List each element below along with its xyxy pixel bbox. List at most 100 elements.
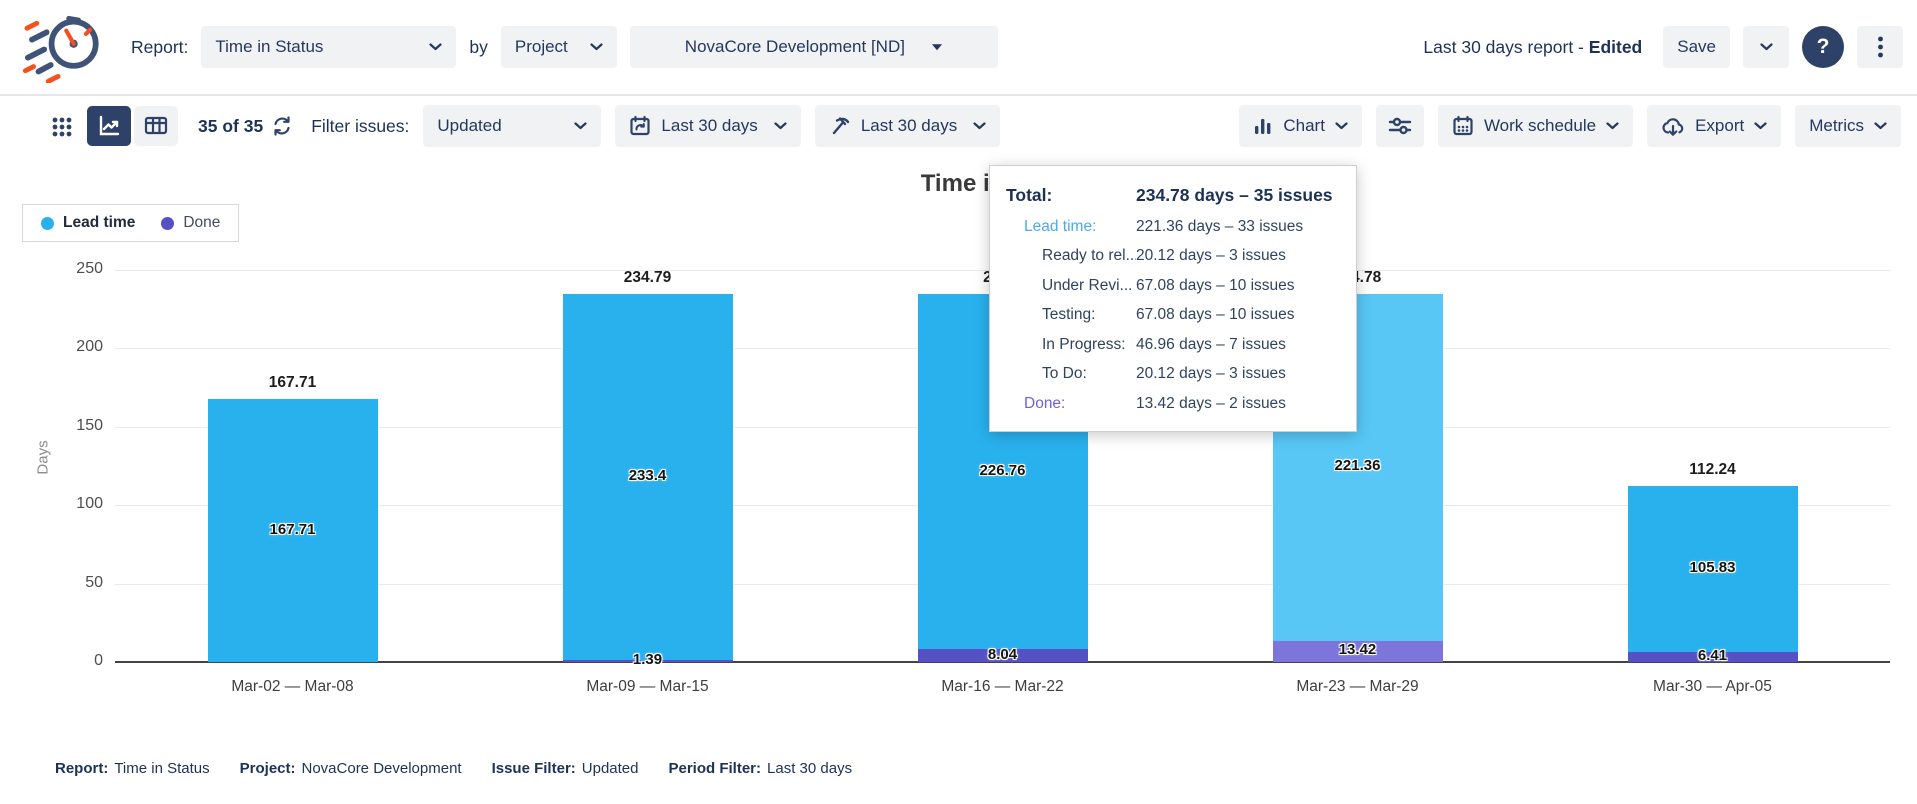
tooltip-row: Total: 234.78 days – 35 issues: [1006, 178, 1340, 212]
kebab-icon: [1877, 36, 1883, 58]
view-board-button[interactable]: [134, 106, 178, 146]
bar-chart-icon: [1253, 116, 1273, 136]
tooltip-row-value: 46.96 days – 7 issues: [1136, 335, 1286, 353]
tooltip-row: Lead time: 221.36 days – 33 issues: [1006, 212, 1340, 242]
y-tick-label: 100: [76, 495, 103, 513]
bar-segment-label: 13.42: [1338, 641, 1377, 659]
line-chart-icon: [97, 114, 121, 138]
chart-legend: Lead time Done: [22, 204, 240, 242]
report-label: Report:: [131, 36, 189, 57]
cloud-download-icon: [1661, 116, 1685, 136]
sliders-icon: [1388, 115, 1412, 137]
bar-total-label: 112.24: [1689, 461, 1736, 478]
chevron-down-icon: [574, 122, 588, 130]
tooltip-row: Ready to rel... 20.12 days – 3 issues: [1006, 242, 1340, 272]
bar-segment-done[interactable]: [562, 659, 733, 662]
x-axis-label: Mar-02 — Mar-08: [231, 678, 354, 695]
y-tick-label: 0: [94, 652, 103, 669]
chevron-down-icon: [429, 43, 442, 51]
toolbar: 35 of 35 Filter issues: Updated Last 30 …: [0, 96, 1917, 154]
bar-segment-label: 8.04: [987, 645, 1018, 663]
chevron-down-icon: [1754, 122, 1767, 130]
tooltip-row: To Do: 20.12 days – 3 issues: [1006, 360, 1340, 390]
help-button[interactable]: ?: [1802, 26, 1844, 68]
bar-segment-label: 1.39: [632, 650, 663, 668]
time-filter-select[interactable]: Last 30 days: [814, 105, 1001, 147]
tooltip-row-label: Done:: [1024, 394, 1066, 412]
report-name: Last 30 days report - Edited: [1423, 36, 1643, 57]
bar-segment-label: 226.76: [979, 461, 1026, 479]
app-logo: [22, 11, 104, 83]
bar-segment-label: 233.4: [628, 466, 667, 484]
bar-segment-lead-time[interactable]: [207, 399, 378, 662]
save-options-button[interactable]: [1743, 26, 1789, 68]
tooltip-row-label: Lead time:: [1024, 217, 1097, 235]
metrics-select[interactable]: Metrics: [1795, 105, 1901, 147]
tooltip-row-label: Testing:: [1042, 306, 1096, 324]
bar-segment-lead-time[interactable]: [562, 293, 733, 660]
refresh-button[interactable]: [271, 115, 293, 137]
calendar-refresh-icon: [629, 115, 651, 137]
view-chart-button[interactable]: [87, 106, 131, 146]
bar-segment-label: 221.36: [1334, 457, 1381, 475]
more-options-button[interactable]: [1857, 26, 1903, 68]
bar-segment-done[interactable]: [1272, 640, 1443, 662]
bar-segment-done[interactable]: [1627, 651, 1798, 662]
tooltip-row-value: 20.12 days – 3 issues: [1136, 365, 1286, 383]
chart-tooltip: Total: 234.78 days – 35 issues Lead time: 2…: [989, 165, 1357, 432]
bar-segment-lead-time[interactable]: [1627, 486, 1798, 652]
chevron-down-icon: [774, 122, 787, 130]
board-icon: [143, 114, 169, 138]
footer-issue-filter: Issue Filter: Updated: [491, 760, 639, 777]
save-button[interactable]: Save: [1663, 26, 1730, 68]
chart-type-select[interactable]: Chart: [1239, 105, 1362, 147]
legend-item-lead-time[interactable]: Lead time: [41, 214, 135, 232]
project-select[interactable]: NovaCore Development [ND]: [629, 26, 998, 68]
period-filter-select[interactable]: Last 30 days: [615, 105, 801, 147]
x-axis-label: Mar-30 — Apr-05: [1653, 678, 1772, 695]
export-button[interactable]: Export: [1647, 105, 1782, 147]
bar-total-label: 167.71: [268, 374, 317, 392]
tooltip-row-value: 221.36 days – 33 issues: [1136, 217, 1304, 235]
bar-segment-label: 105.83: [1689, 558, 1736, 576]
chevron-down-icon: [1874, 122, 1887, 130]
report-footer: Report: Time in Status Project: NovaCore D…: [55, 760, 852, 777]
view-switcher: [40, 106, 178, 146]
chevron-down-icon: [973, 122, 986, 130]
pickaxe-icon: [829, 115, 851, 137]
chevron-down-icon: [1759, 43, 1773, 51]
issue-count: 35 of 35: [198, 115, 264, 136]
report-type-select[interactable]: Time in Status: [201, 26, 457, 68]
chart-area: Time in Status Lead time Done Days Total…: [0, 154, 1917, 804]
done-dot-icon: [161, 216, 175, 230]
issue-filter-select[interactable]: Updated: [423, 105, 602, 147]
tooltip-row-value: 13.42 days – 2 issues: [1136, 394, 1286, 412]
tooltip-row-label: To Do:: [1042, 365, 1087, 383]
bar-segment-label: 167.71: [269, 520, 316, 538]
refresh-icon: [271, 115, 293, 137]
bar-segment-done[interactable]: [917, 649, 1088, 662]
tooltip-row-label: Under Revi...: [1042, 276, 1133, 294]
tooltip-row-label: Total:: [1006, 184, 1053, 205]
footer-report: Report: Time in Status: [55, 760, 210, 777]
work-schedule-select[interactable]: Work schedule: [1437, 105, 1634, 147]
grid-icon: [50, 114, 74, 138]
chart-settings-button[interactable]: [1375, 105, 1424, 147]
view-grid-button[interactable]: [40, 106, 84, 146]
y-tick-label: 50: [85, 573, 103, 591]
tooltip-row-value: 67.08 days – 10 issues: [1136, 306, 1295, 324]
x-axis-label: Mar-16 — Mar-22: [941, 678, 1064, 695]
tooltip-row-value: 67.08 days – 10 issues: [1136, 276, 1295, 294]
calendar-grid-icon: [1452, 115, 1474, 137]
group-by-select[interactable]: Project: [500, 26, 617, 68]
y-tick-label: 150: [76, 416, 103, 434]
x-axis-line: [115, 661, 1890, 663]
tooltip-row-label: In Progress:: [1042, 335, 1126, 353]
y-tick-label: 250: [76, 260, 103, 277]
legend-item-done[interactable]: Done: [161, 214, 220, 232]
chevron-down-icon: [931, 43, 943, 51]
bar-total-label: 234.79: [623, 268, 672, 286]
report-state-badge: Edited: [1588, 36, 1643, 57]
y-tick-label: 200: [76, 338, 103, 356]
